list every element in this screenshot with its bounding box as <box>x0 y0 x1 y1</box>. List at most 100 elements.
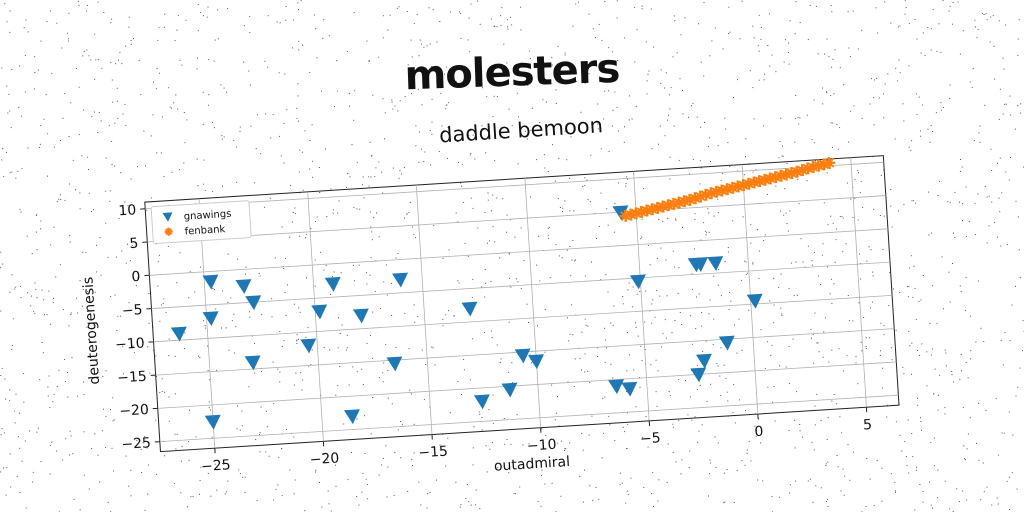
speckle <box>64 93 66 95</box>
speckle <box>595 486 597 488</box>
speckle <box>382 192 384 194</box>
speckle <box>348 92 350 94</box>
speckle <box>484 269 486 270</box>
speckle <box>865 506 867 507</box>
speckle <box>628 494 630 496</box>
speckle <box>213 60 215 62</box>
speckle <box>903 373 905 375</box>
speckle <box>362 473 364 474</box>
speckle <box>0 375 2 376</box>
speckle <box>612 325 614 327</box>
speckle <box>914 287 916 289</box>
speckle <box>10 127 12 129</box>
speckle <box>706 231 708 233</box>
speckle <box>600 279 602 281</box>
speckle <box>343 423 345 425</box>
speckle <box>66 32 68 34</box>
speckle <box>189 409 190 411</box>
speckle <box>581 369 582 371</box>
speckle <box>91 115 93 117</box>
speckle <box>399 100 401 102</box>
speckle <box>299 149 301 151</box>
speckle <box>492 116 494 118</box>
speckle <box>608 47 610 49</box>
speckle <box>911 200 913 202</box>
speckle <box>1002 57 1004 59</box>
speckle <box>848 320 850 322</box>
speckle <box>878 97 880 99</box>
speckle <box>297 120 299 122</box>
speckle <box>499 257 501 259</box>
speckle <box>908 22 910 24</box>
speckle <box>973 140 975 142</box>
speckle <box>59 264 61 266</box>
speckle <box>255 148 257 150</box>
speckle <box>318 167 320 168</box>
speckle <box>338 200 340 202</box>
speckle <box>824 317 826 319</box>
speckle <box>5 494 7 496</box>
speckle <box>492 226 494 228</box>
speckle <box>188 297 190 299</box>
speckle <box>53 146 55 148</box>
speckle <box>163 176 165 178</box>
speckle <box>420 504 422 506</box>
speckle <box>626 332 628 333</box>
speckle <box>322 37 324 39</box>
speckle <box>301 151 303 153</box>
speckle <box>1020 103 1022 105</box>
speckle <box>830 95 832 97</box>
speckle <box>920 52 922 54</box>
speckle <box>96 244 97 246</box>
speckle <box>265 451 267 453</box>
speckle <box>790 262 792 264</box>
speckle <box>828 56 830 58</box>
speckle <box>39 143 41 145</box>
speckle <box>646 80 648 82</box>
speckle <box>813 449 815 451</box>
speckle <box>316 57 318 59</box>
speckle <box>1009 509 1011 510</box>
speckle <box>408 212 410 213</box>
speckle <box>1 67 3 69</box>
speckle <box>779 365 781 367</box>
speckle <box>413 22 415 24</box>
speckle <box>64 381 66 382</box>
speckle <box>506 439 508 440</box>
x-axis-label: outadmiral <box>493 454 570 475</box>
speckle <box>1019 277 1021 279</box>
speckle <box>811 260 813 262</box>
speckle <box>771 496 773 498</box>
speckle <box>286 109 288 111</box>
speckle <box>826 172 828 174</box>
speckle <box>544 483 546 485</box>
speckle <box>160 152 162 154</box>
speckle <box>194 291 196 293</box>
speckle <box>490 18 492 20</box>
speckle <box>717 284 719 286</box>
speckle <box>112 101 114 103</box>
data-point-gnawings <box>386 356 403 372</box>
speckle <box>766 193 768 195</box>
speckle <box>603 118 605 120</box>
speckle <box>58 369 60 371</box>
speckle <box>613 231 615 233</box>
speckle <box>277 368 279 370</box>
speckle <box>842 370 844 372</box>
speckle <box>53 298 55 299</box>
speckle <box>579 475 581 477</box>
speckle <box>76 297 78 299</box>
speckle <box>528 50 530 52</box>
speckle <box>244 476 246 478</box>
speckle <box>337 385 339 387</box>
speckle <box>894 490 896 492</box>
speckle <box>467 255 469 257</box>
speckle <box>932 285 934 287</box>
speckle <box>601 39 603 41</box>
speckle <box>153 349 154 351</box>
speckle <box>542 99 544 101</box>
speckle <box>460 12 462 14</box>
speckle <box>254 342 255 344</box>
speckle <box>734 422 736 424</box>
speckle <box>392 108 394 110</box>
